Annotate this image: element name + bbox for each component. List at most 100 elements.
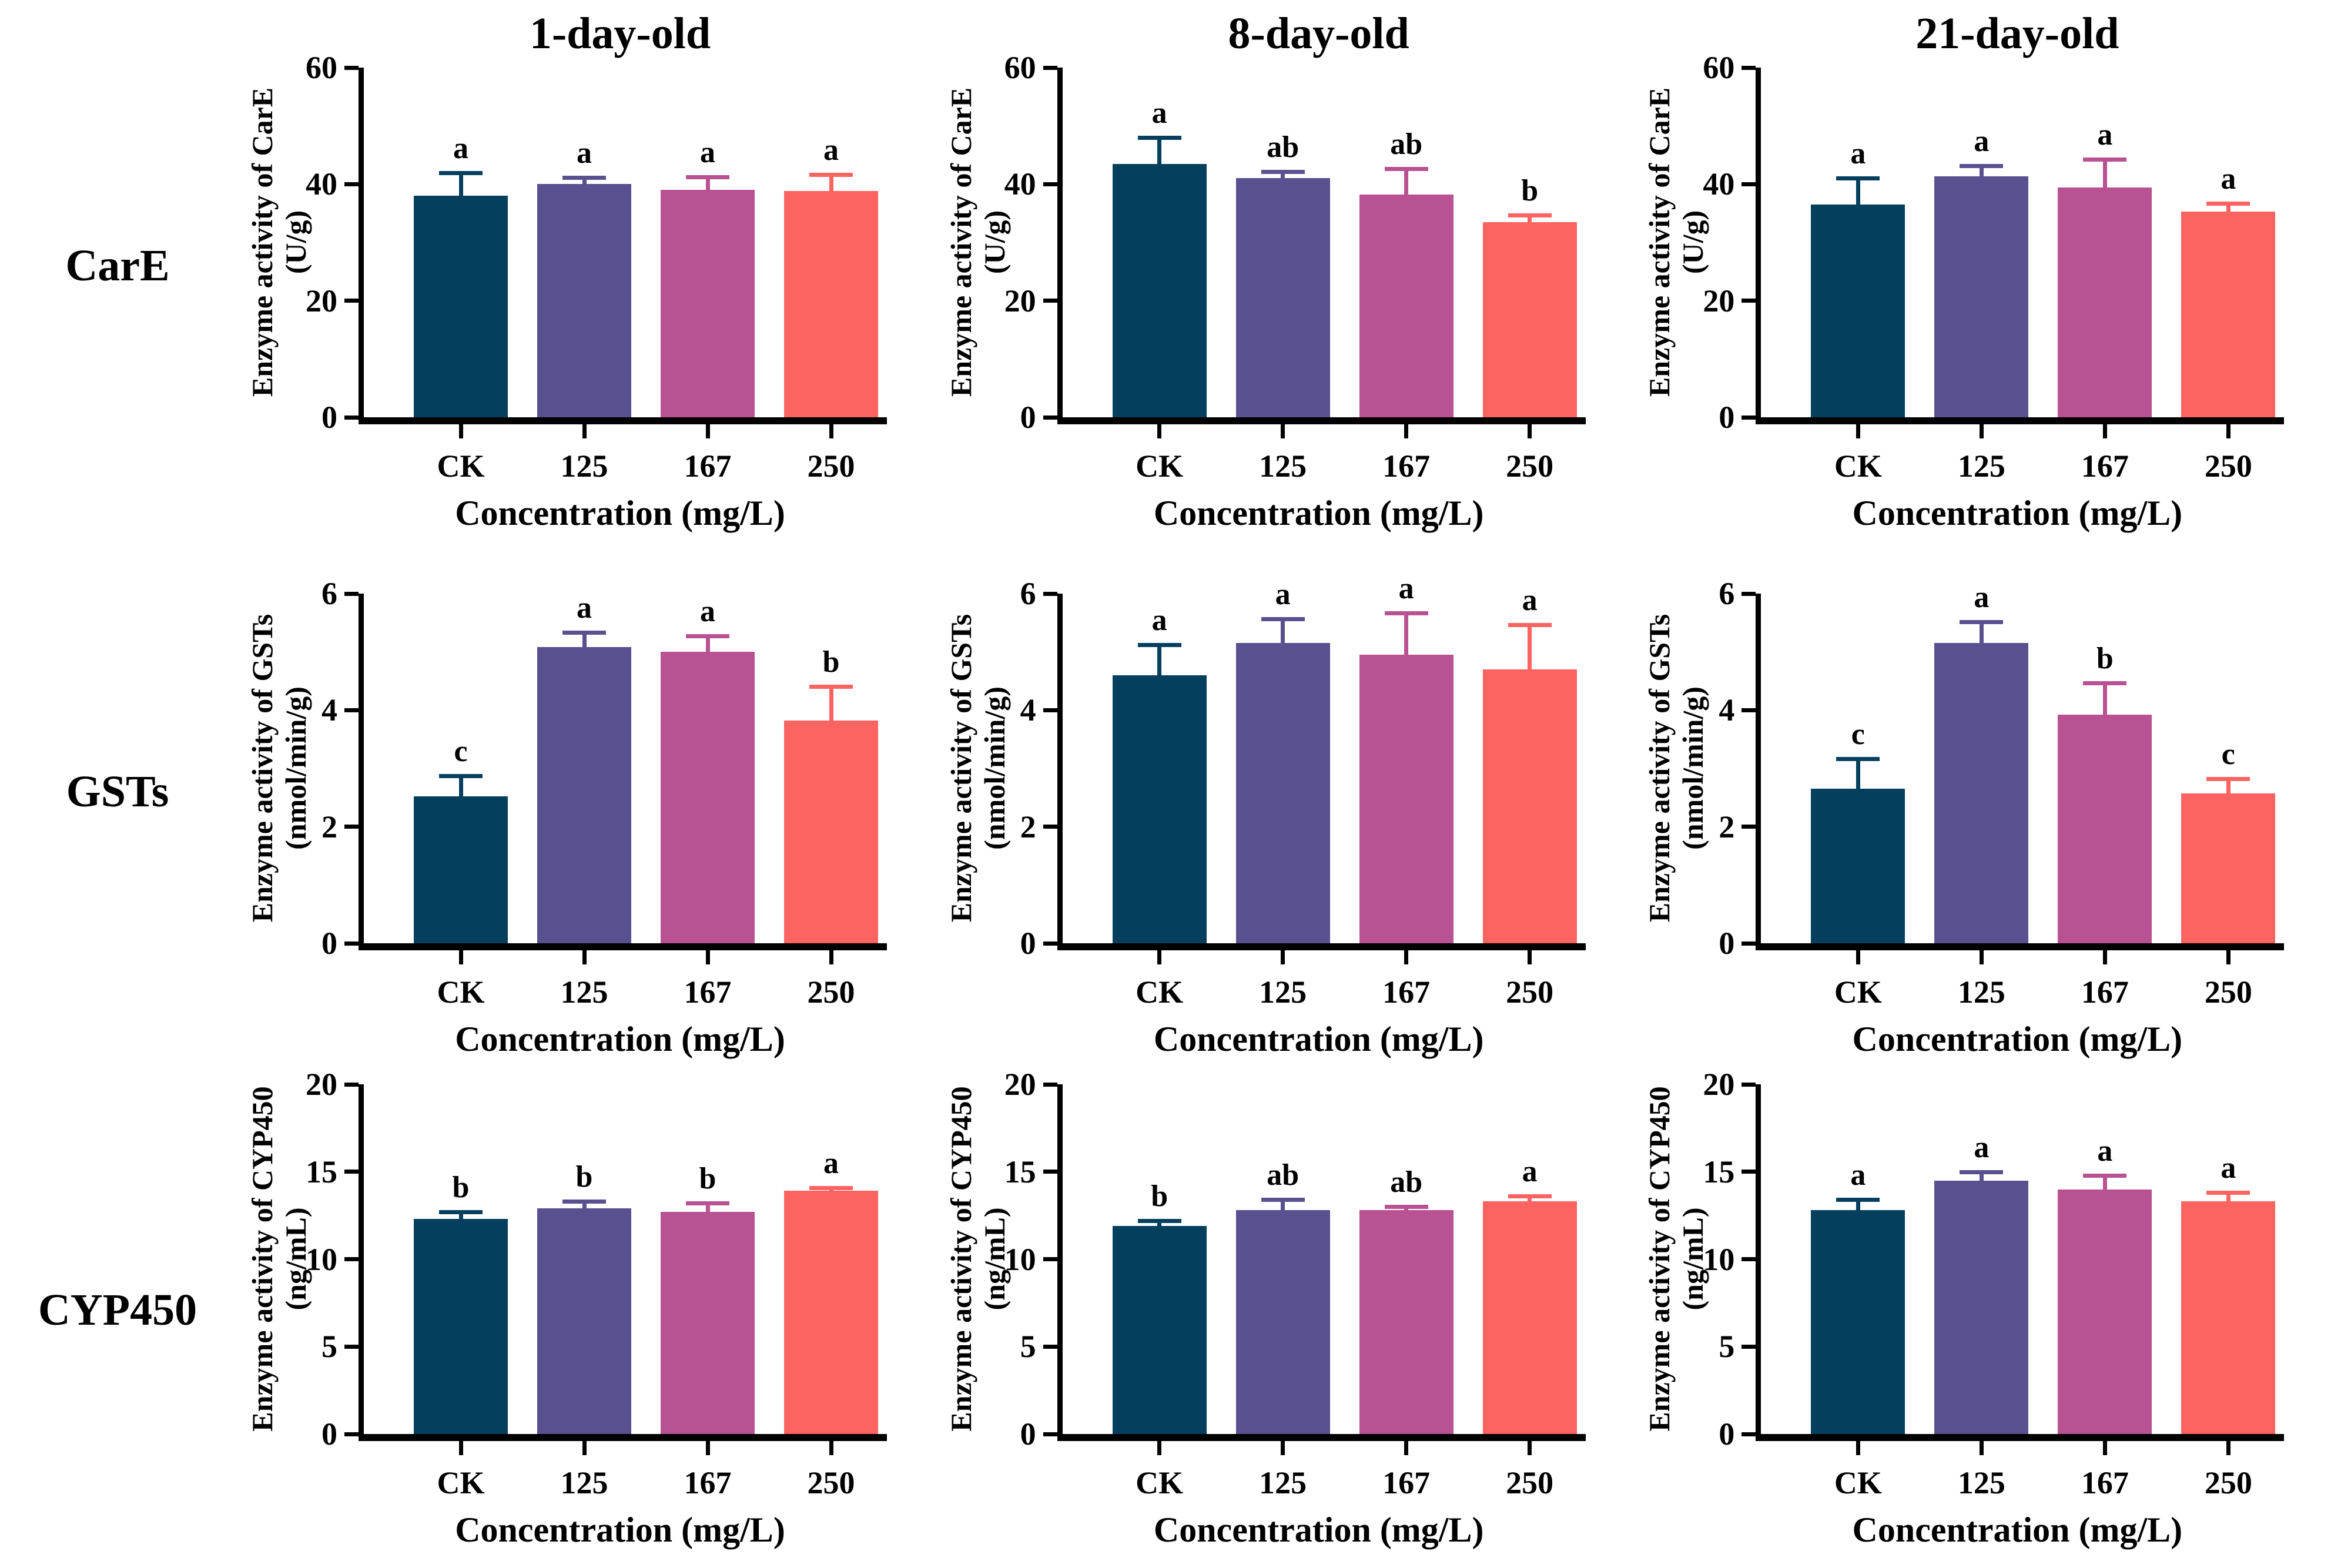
error-bar-cap [562,631,606,635]
y-axis-tick [344,415,359,420]
plot-area: 0 2 4 6 c CK a 125 b 167 c 250 Concentration (mg/L) [1719,576,2285,1058]
significance-letter: a [1398,571,1414,605]
bar [2058,1189,2152,1434]
error-bar-stem [1979,1170,1984,1182]
y-axis-tick-label: 6 [1020,576,1036,611]
row-label-care-text: CarE [65,241,170,290]
chart-body: Enzyme activity of CYP450 (ng/mL) 0 5 10 15 20… [934,1067,1633,1549]
error-bar-cap [809,172,853,177]
x-axis-tick [1157,424,1162,438]
chart-body: Enzyme activity of GSTs (nmol/min/g) 0 2 4 6 c… [235,576,934,1058]
significance-letter: a [1151,96,1167,130]
bar [537,647,631,943]
significance-letter: ab [1390,127,1423,161]
x-axis-tick [1856,1441,1860,1455]
error-bar-stem [1979,619,1984,645]
y-axis-tick [344,299,359,303]
y-axis-tick-label: 20 [306,283,337,319]
error-bar-cap [1137,1219,1181,1224]
plot-area: 0 5 10 15 20 a CK a 125 a 167 a 250 Concentration (mg… [1703,1067,2285,1549]
chart-gsts-21day: Enzyme activity of GSTs (nmol/min/g) 0 2 4 6 c… [1632,532,2331,1058]
error-bar-stem [1856,1198,1860,1212]
bar [1112,163,1207,417]
x-axis-tick [1528,1441,1532,1455]
error-bar-cap [439,170,483,175]
bar [661,1212,755,1434]
bar [1112,675,1207,943]
significance-letter: a [1522,1155,1538,1189]
spacer [235,1052,934,1084]
x-category-label: 167 [1382,974,1431,1010]
error-bar-cap [562,176,606,180]
x-axis-tick [1528,424,1532,438]
bar [1934,1180,2029,1434]
x-axis-title: Concentration (mg/L) [1153,1020,1484,1058]
y-axis-tick [1043,708,1057,712]
error-bar-stem [1856,756,1860,790]
y-axis-tick [344,1082,359,1087]
x-category-label: 167 [2081,974,2129,1010]
plot-frame: 0 2 4 6 c CK a 125 b 167 c 250 [1719,576,2285,1009]
x-axis-tick [705,424,710,438]
error-bar-cap [1137,136,1181,140]
y-axis-tick-label: 4 [1719,692,1735,728]
chart-care-8day: 8-day-old Enzyme activity of CarE (U/g) 0 20… [934,0,1633,532]
bar [1112,1225,1207,1434]
x-axis-title: Concentration (mg/L) [1852,1510,2183,1549]
chart-care-1day: 1-day-old Enzyme activity of CarE (U/g) 0 20… [235,0,934,532]
error-bar-cap [1960,163,2004,168]
x-category-label: CK [1136,1465,1184,1500]
chart-body: Enzyme activity of CarE (U/g) 0 20 40 60 a CK a 1… [1632,50,2331,532]
x-category-label: 250 [1506,448,1554,484]
error-bar-stem [1528,622,1532,671]
x-category-label: 250 [1506,974,1554,1010]
y-axis-tick [1043,182,1057,186]
x-axis-tick [705,1441,710,1455]
x-axis-tick [2226,1441,2230,1455]
y-axis-tick-label: 0 [321,1416,337,1452]
y-axis-tick [1741,825,1756,829]
error-bar-cap [809,684,853,689]
y-axis-tick [1043,1170,1057,1174]
y-axis-tick-label: 0 [321,926,337,961]
significance-letter: a [2097,118,2113,152]
y-axis-tick [1741,65,1756,70]
error-bar-stem [582,631,587,649]
significance-letter: a [1850,1158,1866,1192]
error-bar-stem [2226,1191,2230,1203]
x-category-label: 250 [2204,1465,2252,1500]
x-axis-tick [2226,950,2230,964]
x-axis-tick [1979,1441,1984,1455]
spacer [235,532,934,594]
bar [1482,1201,1577,1434]
x-axis-tick [1281,424,1285,438]
error-bar-stem [1856,176,1860,206]
y-axis-tick [344,1432,359,1436]
x-axis-title: Concentration (mg/L) [1153,1510,1484,1549]
chart-body: Enzyme activity of CarE (U/g) 0 20 40 60 a CK ab… [934,50,1633,532]
error-bar-cap [1384,1205,1428,1209]
error-bar-stem [1281,1198,1285,1212]
bar [1811,205,1905,417]
row-label-gsts-text: GSTs [66,767,169,816]
chart-gsts-8day: Enzyme activity of GSTs (nmol/min/g) 0 2 4 6 a… [934,532,1633,1058]
y-axis-tick-label: 2 [1020,809,1036,845]
y-axis-tick-label: 2 [321,809,337,845]
error-bar-cap [1508,1194,1552,1199]
x-category-label: 250 [1506,1465,1554,1500]
y-axis-tick-label: 0 [1020,926,1036,961]
significance-letter: a [823,133,839,167]
significance-letter: a [1151,604,1167,638]
y-axis-tick [1741,182,1756,186]
x-axis-tick [829,950,833,964]
bar [2058,715,2152,943]
significance-letter: c [1851,717,1865,751]
error-bar-cap [2083,157,2127,162]
chart-body: Enzyme activity of GSTs (nmol/min/g) 0 2 4 6 c… [1632,576,2331,1058]
significance-letter: ab [1390,1165,1423,1200]
significance-letter: a [1974,1130,1990,1164]
bar [1811,1210,1905,1434]
error-bar-cap [1960,619,2004,624]
chart-body: Enzyme activity of GSTs (nmol/min/g) 0 2 4 6 a… [934,572,1633,1058]
